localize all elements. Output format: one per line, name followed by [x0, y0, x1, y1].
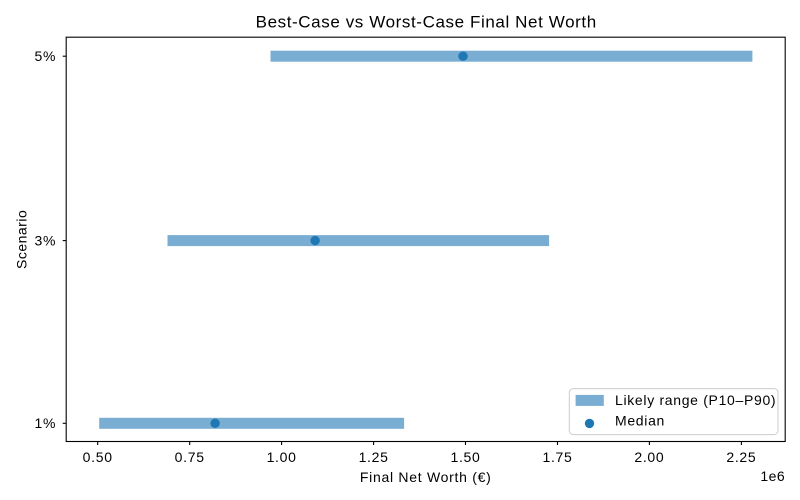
svg-text:1.25: 1.25	[359, 449, 389, 465]
svg-text:1.50: 1.50	[450, 449, 480, 465]
svg-text:1%: 1%	[34, 415, 56, 431]
svg-text:3%: 3%	[34, 232, 56, 248]
svg-text:Median: Median	[615, 413, 665, 429]
svg-text:1.00: 1.00	[267, 449, 297, 465]
svg-text:2.00: 2.00	[634, 449, 664, 465]
svg-text:0.50: 0.50	[83, 449, 113, 465]
svg-text:1.75: 1.75	[542, 449, 572, 465]
svg-text:Final Net Worth (€): Final Net Worth (€)	[360, 469, 492, 485]
svg-text:Scenario: Scenario	[14, 210, 30, 269]
svg-text:0.75: 0.75	[175, 449, 205, 465]
svg-text:Best-Case vs Worst-Case Final: Best-Case vs Worst-Case Final Net Worth	[256, 12, 597, 31]
svg-text:1e6: 1e6	[760, 468, 785, 484]
svg-text:Likely range (P10–P90): Likely range (P10–P90)	[615, 392, 776, 408]
svg-text:2.25: 2.25	[726, 449, 756, 465]
svg-text:5%: 5%	[34, 48, 56, 64]
